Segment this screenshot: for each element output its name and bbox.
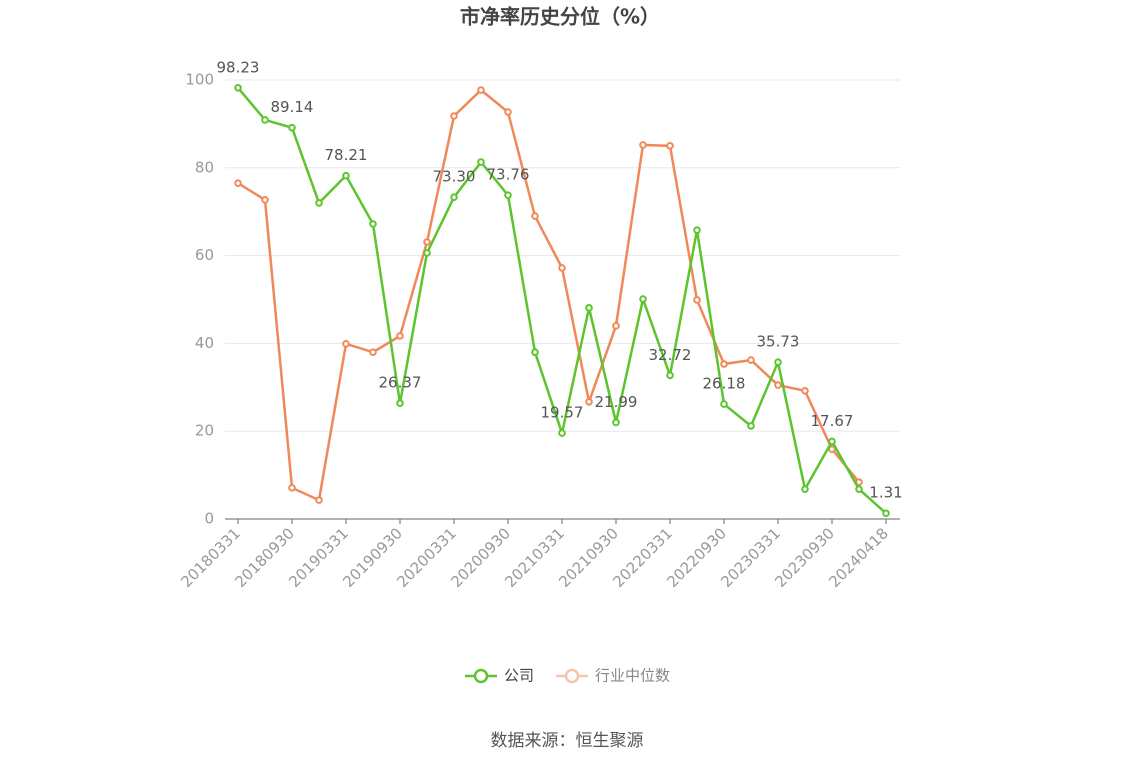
data-label: 89.14 [271, 98, 314, 116]
data-point [504, 108, 512, 116]
data-point [828, 445, 836, 453]
data-point [666, 142, 674, 150]
data-point [396, 332, 404, 340]
data-label: 78.21 [325, 146, 368, 164]
data-point [531, 212, 539, 220]
y-tick-label: 20 [195, 422, 214, 440]
data-point [720, 360, 728, 368]
data-point [450, 112, 458, 120]
data-point [558, 264, 566, 272]
y-tick-label: 60 [195, 246, 214, 264]
y-tick-label: 0 [204, 510, 214, 528]
data-label: 73.76 [487, 166, 530, 184]
source-note: 数据来源：恒生聚源 [491, 731, 644, 751]
data-point [801, 485, 809, 493]
data-label: 17.67 [811, 412, 854, 430]
data-point [612, 322, 620, 330]
data-point [666, 371, 674, 380]
data-label: 73.30 [433, 168, 476, 186]
data-point [639, 141, 647, 149]
x-tick-label: 20240418 [825, 524, 892, 591]
data-point [774, 358, 782, 366]
data-label: 26.18 [703, 375, 746, 393]
data-point [747, 356, 755, 364]
data-point [423, 238, 431, 246]
y-tick-label: 40 [195, 334, 214, 352]
data-point [369, 348, 377, 356]
data-point [558, 429, 566, 437]
legend-swatch [473, 668, 489, 684]
series-line [237, 88, 860, 502]
y-tick-label: 80 [195, 158, 214, 176]
data-label: 35.73 [757, 333, 800, 351]
data-point [369, 220, 377, 228]
data-point [855, 485, 863, 493]
data-point [261, 116, 269, 124]
data-label: 1.31 [869, 484, 902, 502]
data-point [585, 397, 593, 406]
data-point [396, 399, 404, 408]
data-point [693, 296, 701, 304]
data-label: 32.72 [649, 346, 692, 364]
data-point [585, 304, 593, 312]
y-tick-label: 100 [185, 71, 214, 89]
data-label: 26.37 [379, 374, 422, 392]
legend-label[interactable]: 公司 [504, 667, 534, 685]
data-label: 19.57 [541, 404, 584, 422]
data-point [693, 226, 701, 234]
data-point [261, 196, 269, 204]
data-point [531, 348, 539, 356]
data-point [801, 387, 809, 395]
data-point [315, 199, 323, 207]
data-label: 21.99 [595, 393, 638, 411]
data-point [477, 86, 485, 94]
legend-swatch [564, 668, 580, 684]
data-point [288, 484, 296, 492]
data-point [234, 179, 242, 187]
data-point [720, 400, 728, 408]
legend-label[interactable]: 行业中位数 [595, 667, 670, 685]
data-point [774, 381, 782, 389]
data-point [747, 422, 755, 430]
data-label: 98.23 [217, 58, 260, 76]
data-point [342, 340, 350, 348]
data-point [612, 418, 620, 427]
data-point [828, 437, 836, 446]
chart-title: 市净率历史分位（%） [460, 5, 660, 29]
data-point [423, 249, 431, 257]
data-point [639, 295, 647, 303]
data-point [315, 496, 323, 504]
data-point [450, 193, 458, 202]
data-point [882, 509, 890, 518]
data-point [288, 123, 296, 132]
data-point [477, 158, 485, 166]
data-point [234, 83, 242, 92]
data-point [342, 171, 350, 180]
data-point [504, 191, 512, 199]
